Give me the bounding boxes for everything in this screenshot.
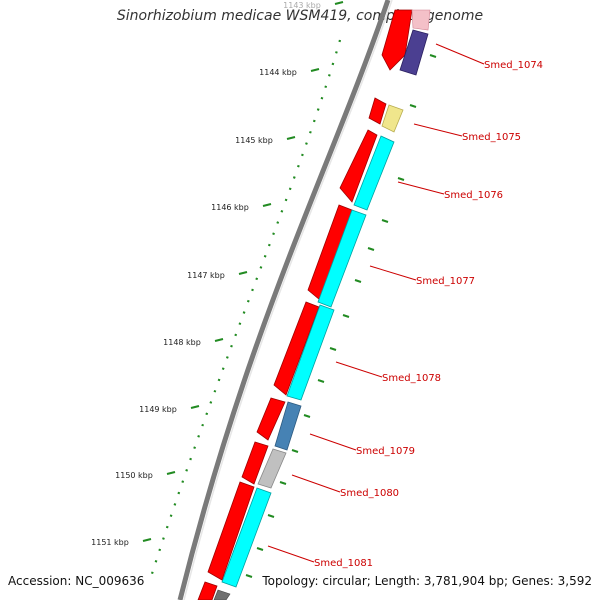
- gene-smed-1076-cyan: [353, 135, 395, 211]
- gene-callout-line: [397, 181, 445, 195]
- gene-callout-line: [309, 433, 357, 451]
- gene-callout-line: [267, 545, 315, 563]
- kbp-tick-mark: [262, 203, 272, 207]
- map-title: Sinorhizobium medicae WSM419, complete g…: [116, 8, 484, 24]
- kbp-tick-label: 1149 kbp: [139, 405, 177, 414]
- kbp-tick-label: 1147 kbp: [187, 271, 225, 280]
- strand-tick-mark: [342, 314, 350, 318]
- gene-label-group: Smed_1074 Smed_1075 Smed_1076 Smed_1077 Smed…: [267, 43, 543, 569]
- gene-smed-1074-purple: [399, 29, 429, 76]
- gene-smed-1081-cyan: [221, 487, 272, 588]
- kbp-tick-label: 1143 kbp: [283, 1, 321, 10]
- strand-tick-mark: [329, 347, 337, 351]
- kbp-tick-label: 1150 kbp: [115, 471, 153, 480]
- kbp-tick-mark: [238, 271, 248, 275]
- gene-callout-line: [369, 265, 417, 281]
- forward-strand-genes: [197, 9, 413, 600]
- gene-next-gray: [213, 589, 231, 600]
- gene-smed-1079-red: [256, 397, 286, 441]
- strand-tick-mark: [354, 279, 362, 283]
- reverse-strand-features: [213, 9, 431, 600]
- inner-strand-tick-group: [245, 54, 437, 578]
- accession-label: Accession: NC_009636: [8, 574, 145, 588]
- gene-label: Smed_1076: [444, 190, 503, 201]
- kbp-tick-mark: [166, 471, 176, 475]
- gene-smed-1081-red: [207, 481, 255, 581]
- genome-backbone: [177, 0, 391, 600]
- kbp-tick-mark: [142, 538, 152, 542]
- gene-smed-1076-red: [339, 129, 378, 203]
- strand-tick-mark: [256, 547, 264, 551]
- gene-smed-1075-red: [368, 97, 387, 125]
- gene-smed-1074-pink: [411, 9, 431, 31]
- gene-label: Smed_1075: [462, 132, 521, 143]
- gene-smed-1079-steelblue: [274, 401, 302, 451]
- gene-smed-1078-cyan: [286, 304, 335, 401]
- strand-tick-mark: [279, 481, 287, 485]
- strand-tick-mark: [267, 514, 275, 518]
- gene-smed-1075-yellow: [381, 104, 404, 133]
- gene-label: Smed_1081: [314, 558, 373, 569]
- strand-tick-mark: [367, 247, 375, 251]
- kbp-tick-mark: [286, 136, 296, 140]
- gene-callout-line: [335, 361, 383, 378]
- strand-tick-mark: [291, 449, 299, 453]
- gene-smed-1077-cyan: [317, 209, 367, 308]
- strand-tick-mark: [245, 574, 253, 578]
- kbp-tick-mark: [310, 68, 320, 72]
- gene-label: Smed_1078: [382, 373, 441, 384]
- genome-backbone-highlight: [183, 0, 393, 600]
- gene-smed-1080-gray: [257, 448, 287, 489]
- gene-callout-line: [413, 123, 463, 137]
- kbp-tick-mark: [214, 338, 224, 342]
- gene-smed-1078-red: [273, 301, 320, 396]
- gene-smed-1080-red: [241, 441, 269, 485]
- strand-tick-mark: [303, 414, 311, 418]
- gene-label: Smed_1077: [416, 276, 475, 287]
- gene-callout-line: [435, 43, 485, 65]
- strand-tick-mark: [317, 379, 325, 383]
- kbp-tick-group: 1143 kbp 1144 kbp 1145 kbp 1146 kbp 1147 kbp…: [91, 1, 344, 547]
- strand-tick-mark: [409, 104, 417, 108]
- kbp-tick-label: 1144 kbp: [259, 68, 297, 77]
- kbp-tick-label: 1151 kbp: [91, 538, 129, 547]
- gene-label: Smed_1080: [340, 488, 399, 499]
- gene-label: Smed_1074: [484, 60, 543, 71]
- strand-tick-mark: [429, 54, 437, 58]
- topology-label: Topology: circular; Length: 3,781,904 bp…: [262, 574, 592, 588]
- kbp-tick-label: 1145 kbp: [235, 136, 273, 145]
- strand-tick-mark: [397, 177, 405, 181]
- kbp-tick-mark: [190, 405, 200, 409]
- gene-label: Smed_1079: [356, 446, 415, 457]
- gene-callout-line: [291, 474, 341, 493]
- kbp-tick-label: 1148 kbp: [163, 338, 201, 347]
- gene-next-red: [197, 581, 218, 600]
- kbp-tick-label: 1146 kbp: [211, 203, 249, 212]
- strand-tick-mark: [381, 219, 389, 223]
- kbp-tick-mark: [334, 1, 344, 5]
